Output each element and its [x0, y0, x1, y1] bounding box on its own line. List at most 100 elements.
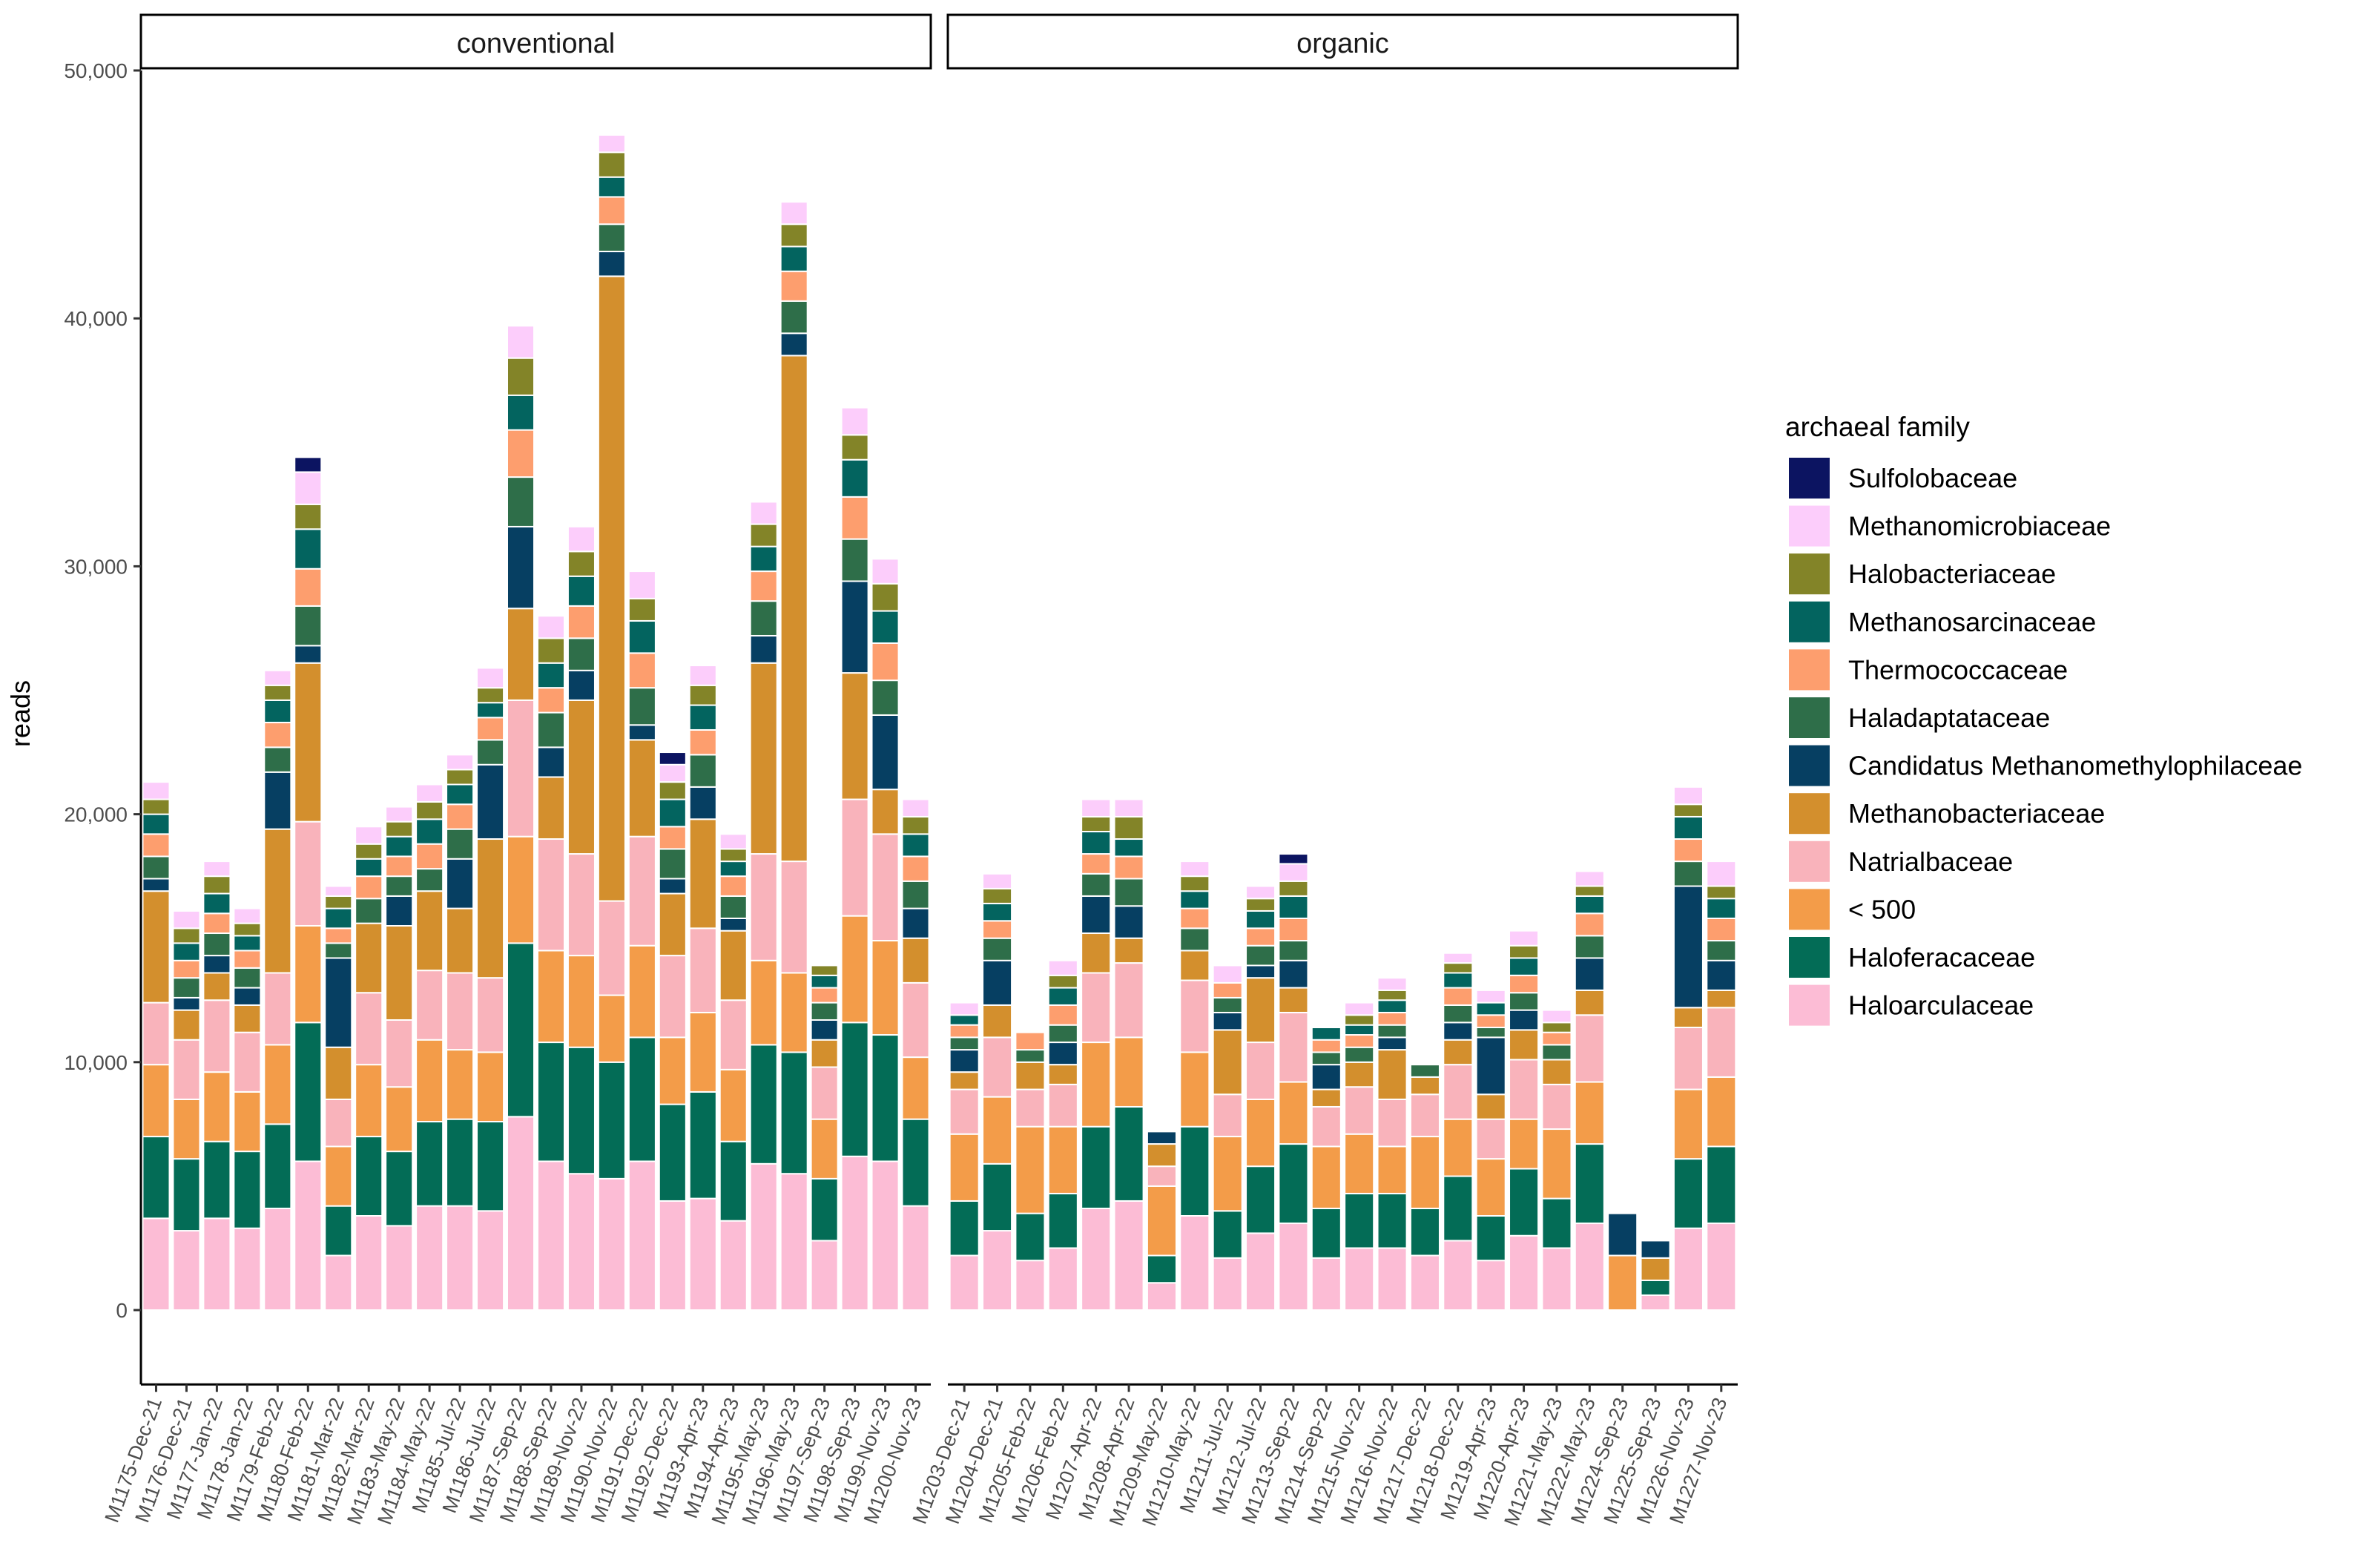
- bar-segment: [446, 972, 475, 1051]
- bar-stack: [233, 907, 262, 1311]
- bar-segment: [749, 1044, 778, 1165]
- bar-stack: [1146, 1131, 1177, 1312]
- legend-item: < 500: [1789, 889, 1916, 930]
- bar-segment: [263, 828, 292, 974]
- bar-segment: [446, 1205, 475, 1311]
- bar-stack: [1672, 786, 1704, 1311]
- bar-segment: [1278, 917, 1309, 942]
- bar-segment: [810, 1019, 839, 1041]
- bar-segment: [355, 826, 383, 845]
- bar-segment: [142, 1001, 171, 1066]
- panel-strip-title: organic: [1296, 28, 1389, 59]
- bar-segment: [202, 875, 231, 895]
- legend-swatch: [1789, 601, 1830, 642]
- bar-segment: [324, 1098, 353, 1148]
- bar-segment: [536, 615, 566, 639]
- bar-segment: [719, 930, 748, 1001]
- y-tick-label: 30,000: [64, 555, 128, 578]
- bar-segment: [1179, 979, 1210, 1053]
- bar-segment: [1706, 861, 1737, 887]
- bar-segment: [688, 754, 717, 788]
- bar-segment: [1574, 895, 1605, 915]
- bar-segment: [1047, 1042, 1078, 1066]
- bar-stack: [202, 861, 231, 1311]
- bar-stack: [536, 615, 566, 1311]
- bar-segment: [597, 176, 626, 198]
- bar-segment: [1113, 1036, 1144, 1108]
- bar-segment: [1509, 1009, 1540, 1031]
- bar-segment: [627, 944, 656, 1039]
- legend-swatch: [1789, 840, 1830, 882]
- legend-label: Candidatus Methanomethylophilaceae: [1848, 751, 2302, 781]
- bar-segment: [1672, 1158, 1704, 1229]
- bar-segment: [597, 134, 626, 154]
- bar-segment: [810, 1240, 839, 1311]
- bar-segment: [142, 813, 171, 835]
- bar-segment: [1509, 974, 1540, 994]
- bar-segment: [233, 950, 262, 969]
- bar-segment: [567, 575, 596, 607]
- bar-segment: [233, 907, 262, 924]
- legend-item: Sulfolobaceae: [1789, 458, 2017, 499]
- bar-segment: [1377, 1049, 1408, 1100]
- bar-segment: [949, 1071, 980, 1090]
- y-tick-label: 50,000: [64, 59, 128, 82]
- bar-segment: [1706, 940, 1737, 961]
- bar-segment: [1344, 1001, 1375, 1016]
- bar-segment: [949, 1024, 980, 1039]
- bar-segment: [1311, 1257, 1342, 1311]
- bar-stack: [506, 325, 535, 1311]
- bar-segment: [1574, 989, 1605, 1016]
- bar-segment: [1574, 1223, 1605, 1312]
- bar-segment: [1015, 1212, 1046, 1262]
- bar-segment: [1706, 1076, 1737, 1148]
- bar-segment: [536, 687, 566, 714]
- bar-segment: [1081, 972, 1112, 1044]
- bar-segment: [1443, 1021, 1474, 1041]
- bar-segment: [901, 833, 930, 858]
- bar-segment: [719, 999, 748, 1070]
- bar-segment: [949, 1049, 980, 1073]
- bar-segment: [324, 957, 353, 1048]
- bar-segment: [1509, 944, 1540, 959]
- bar-segment: [1179, 1215, 1210, 1312]
- bar-stack: [658, 751, 687, 1312]
- bar-segment: [749, 523, 778, 547]
- bar-segment: [1672, 1007, 1704, 1029]
- bar-segment: [1311, 1051, 1342, 1066]
- bar-segment: [567, 853, 596, 957]
- bar-segment: [658, 955, 687, 1039]
- bar-segment: [476, 1051, 505, 1123]
- bar-segment: [688, 704, 717, 731]
- bar-segment: [1212, 981, 1243, 999]
- bar-segment: [1443, 1039, 1474, 1066]
- bar-segment: [871, 940, 900, 1036]
- bar-segment: [1475, 989, 1506, 1004]
- bar-segment: [415, 800, 444, 820]
- bar-segment: [779, 246, 808, 272]
- bar-segment: [1047, 1125, 1078, 1194]
- bar-stack: [1311, 1027, 1342, 1311]
- legend-swatch: [1789, 697, 1830, 738]
- bar-segment: [1081, 798, 1112, 817]
- bar-segment: [779, 223, 808, 248]
- bar-segment: [506, 699, 535, 838]
- bar-segment: [949, 1036, 980, 1051]
- bar-segment: [871, 642, 900, 682]
- legend-label: Haladaptataceae: [1848, 703, 2050, 733]
- bar-segment: [233, 922, 262, 937]
- bar-segment: [840, 1155, 869, 1312]
- bar-segment: [263, 771, 292, 830]
- legend-item: Haladaptataceae: [1789, 697, 2050, 738]
- bar-segment: [810, 1066, 839, 1120]
- bar-segment: [233, 1090, 262, 1153]
- legend-title: archaeal family: [1785, 412, 1970, 442]
- bar-segment: [1377, 1192, 1408, 1249]
- bar-segment: [263, 1044, 292, 1125]
- bar-segment: [355, 1136, 383, 1217]
- bar-segment: [1640, 1294, 1671, 1311]
- bar-segment: [1015, 1088, 1046, 1128]
- bar-segment: [1640, 1257, 1671, 1281]
